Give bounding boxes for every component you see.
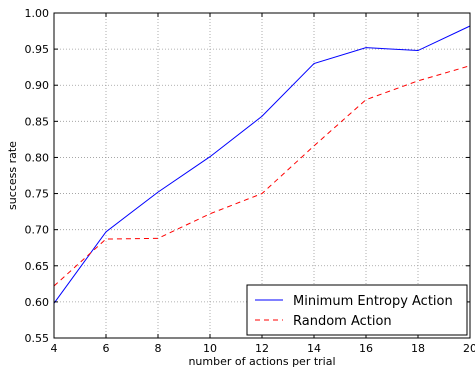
y-axis: 0.55 0.60 0.65 0.70 0.75 0.80 0.85 0.90 0.95 1.00 [25, 7, 470, 345]
y-tick-label: 0.95 [25, 43, 50, 56]
x-tick-label: 12 [255, 342, 269, 355]
x-tick-label: 20 [463, 342, 475, 355]
y-tick-label: 0.55 [25, 332, 50, 345]
x-axis: 4 6 8 10 12 14 16 18 20 [51, 13, 475, 355]
x-tick-label: 4 [51, 342, 58, 355]
x-tick-label: 18 [411, 342, 425, 355]
legend-box [246, 284, 468, 336]
legend-label: Random Action [293, 314, 392, 329]
x-axis-label: number of actions per trial [188, 355, 335, 368]
legend-label: Minimum Entropy Action [293, 294, 453, 309]
y-tick-label: 0.85 [25, 115, 50, 128]
series-layer [53, 25, 471, 304]
x-tick-label: 6 [103, 342, 110, 355]
y-tick-label: 0.80 [25, 151, 50, 164]
y-tick-label: 0.90 [25, 79, 50, 92]
y-tick-label: 0.60 [25, 296, 50, 309]
y-tick-label: 0.75 [25, 188, 50, 201]
y-axis-label: success rate [6, 141, 19, 210]
x-tick-label: 16 [359, 342, 373, 355]
y-tick-label: 0.70 [25, 224, 50, 237]
series-line-2 [53, 65, 471, 287]
legend: Minimum Entropy Action Random Action [246, 284, 468, 336]
x-tick-label: 8 [155, 342, 162, 355]
x-tick-label: 14 [307, 342, 321, 355]
x-tick-label: 10 [203, 342, 217, 355]
grid-lines [54, 13, 470, 338]
y-tick-label: 1.00 [25, 7, 50, 20]
series-line-1 [53, 25, 471, 304]
y-tick-label: 0.65 [25, 260, 50, 273]
